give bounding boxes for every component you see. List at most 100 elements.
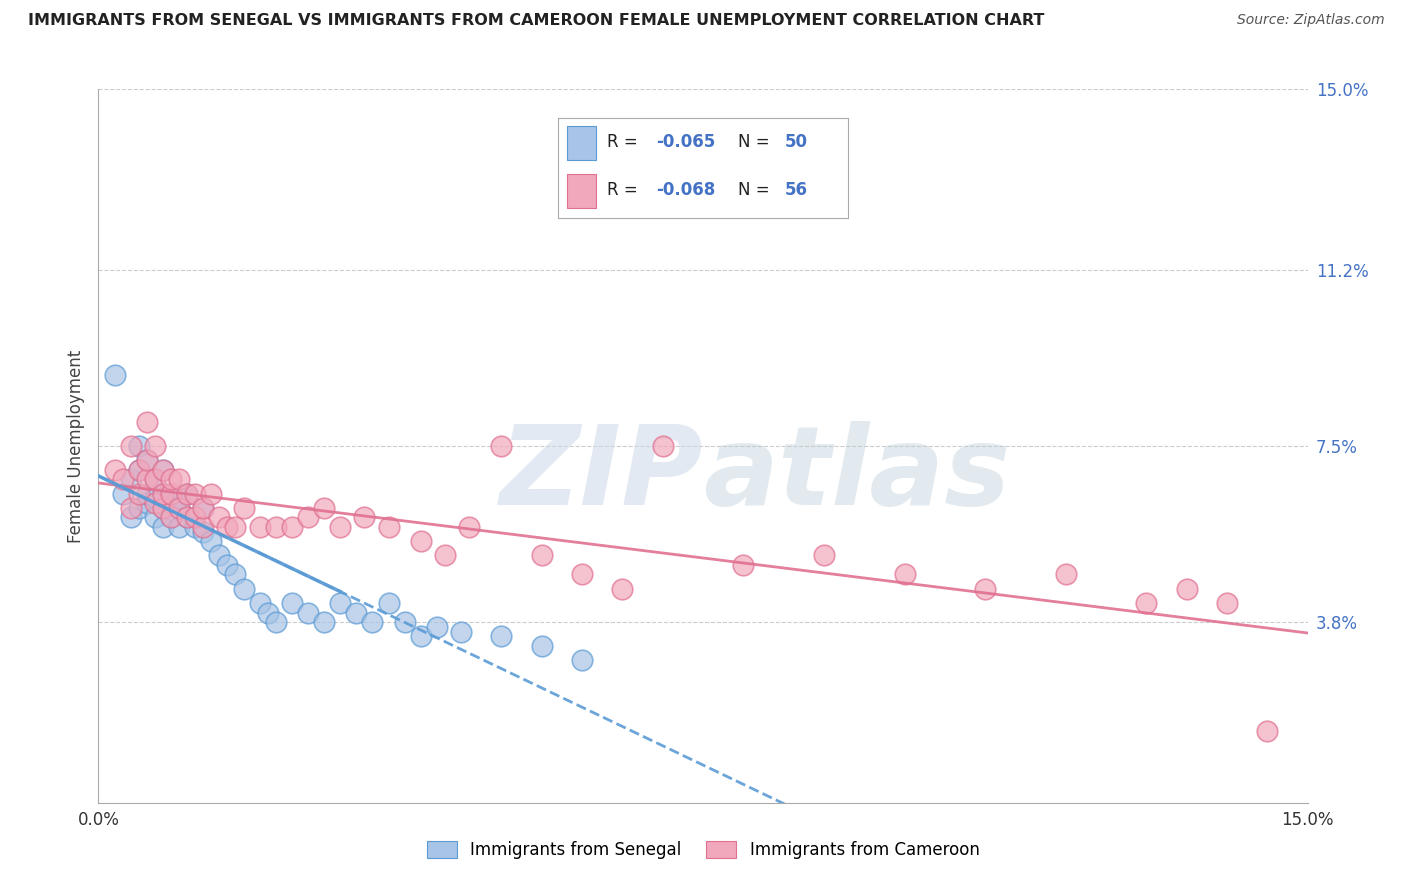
Point — [184, 520, 207, 534]
Point — [651, 439, 673, 453]
Bar — [567, 126, 596, 160]
Point — [184, 510, 207, 524]
Point — [249, 520, 271, 534]
Point — [344, 606, 367, 620]
Point — [409, 629, 432, 643]
Point — [152, 500, 174, 515]
Point — [103, 368, 125, 382]
Point — [193, 500, 215, 515]
Point — [314, 615, 336, 629]
Point — [120, 510, 142, 524]
Text: -0.065: -0.065 — [657, 133, 716, 151]
Point — [571, 653, 593, 667]
Text: atlas: atlas — [703, 421, 1011, 528]
Point — [120, 439, 142, 453]
Point — [160, 486, 183, 500]
Point — [264, 520, 287, 534]
Point — [450, 624, 472, 639]
Point — [1216, 596, 1239, 610]
Bar — [567, 174, 596, 208]
Point — [974, 582, 997, 596]
Point — [314, 500, 336, 515]
Point — [135, 472, 157, 486]
Point — [232, 582, 254, 596]
Point — [217, 558, 239, 572]
Point — [176, 510, 198, 524]
Point — [297, 606, 319, 620]
Text: ZIP: ZIP — [499, 421, 703, 528]
Point — [249, 596, 271, 610]
Point — [329, 520, 352, 534]
Point — [491, 629, 513, 643]
Point — [394, 615, 416, 629]
Point — [143, 491, 166, 506]
Point — [193, 520, 215, 534]
Point — [128, 500, 150, 515]
Point — [160, 486, 183, 500]
Point — [103, 463, 125, 477]
Point — [135, 486, 157, 500]
Point — [232, 500, 254, 515]
Point — [893, 567, 915, 582]
Text: Source: ZipAtlas.com: Source: ZipAtlas.com — [1237, 13, 1385, 28]
Point — [167, 520, 190, 534]
Point — [135, 453, 157, 467]
Point — [281, 596, 304, 610]
Point — [128, 439, 150, 453]
Point — [530, 639, 553, 653]
Point — [167, 472, 190, 486]
Point — [152, 520, 174, 534]
Legend: Immigrants from Senegal, Immigrants from Cameroon: Immigrants from Senegal, Immigrants from… — [420, 834, 986, 866]
Point — [167, 500, 190, 515]
Point — [111, 486, 134, 500]
Point — [361, 615, 384, 629]
Point — [135, 415, 157, 429]
Text: R =: R = — [607, 133, 643, 151]
Point — [530, 549, 553, 563]
Point — [167, 491, 190, 506]
Point — [152, 486, 174, 500]
Point — [208, 549, 231, 563]
Point — [491, 439, 513, 453]
Point — [135, 453, 157, 467]
Point — [256, 606, 278, 620]
Point — [120, 472, 142, 486]
Point — [152, 463, 174, 477]
Point — [409, 534, 432, 549]
Point — [176, 486, 198, 500]
Text: N =: N = — [738, 181, 775, 199]
Point — [1256, 724, 1278, 739]
Point — [135, 496, 157, 510]
Point — [571, 567, 593, 582]
Point — [281, 520, 304, 534]
Point — [426, 620, 449, 634]
Point — [353, 510, 375, 524]
Point — [200, 534, 222, 549]
Text: IMMIGRANTS FROM SENEGAL VS IMMIGRANTS FROM CAMEROON FEMALE UNEMPLOYMENT CORRELAT: IMMIGRANTS FROM SENEGAL VS IMMIGRANTS FR… — [28, 13, 1045, 29]
Point — [143, 472, 166, 486]
Point — [160, 510, 183, 524]
Point — [733, 558, 755, 572]
Point — [329, 596, 352, 610]
Point — [224, 520, 246, 534]
Point — [120, 500, 142, 515]
Point — [217, 520, 239, 534]
Text: 56: 56 — [785, 181, 807, 199]
Point — [152, 463, 174, 477]
Text: R =: R = — [607, 181, 643, 199]
Text: 50: 50 — [785, 133, 807, 151]
Point — [193, 500, 215, 515]
Point — [1135, 596, 1157, 610]
Point — [143, 439, 166, 453]
Point — [160, 472, 183, 486]
Point — [200, 486, 222, 500]
Point — [160, 510, 183, 524]
Point — [143, 496, 166, 510]
Point — [1175, 582, 1198, 596]
Point — [143, 472, 166, 486]
Point — [458, 520, 481, 534]
Point — [377, 596, 399, 610]
Point — [128, 463, 150, 477]
Point — [184, 486, 207, 500]
Point — [377, 520, 399, 534]
